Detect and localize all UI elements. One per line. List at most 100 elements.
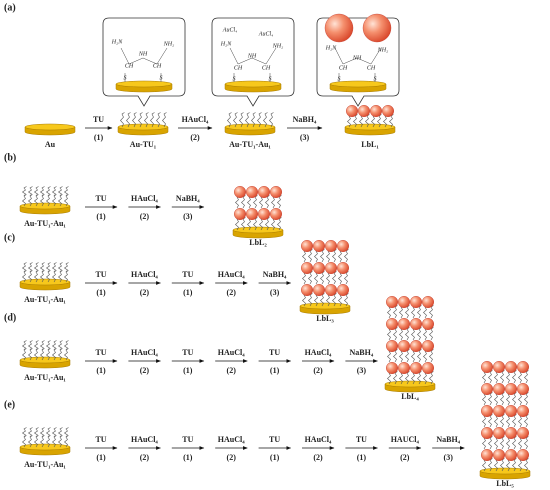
gold-substrate-top: [224, 123, 276, 131]
gold-nanoparticle: [398, 296, 411, 309]
gold-nanoparticle: [245, 207, 258, 220]
gold-nanoparticle: [325, 262, 338, 275]
step-number: (1): [270, 453, 280, 462]
stage-label: Au: [45, 140, 56, 149]
thiourea-chain: [239, 112, 244, 128]
chem-label: NH₂: [163, 41, 174, 47]
chem-label: AuCl₄: [258, 31, 273, 37]
chem-label: NH: [138, 51, 148, 57]
thiourea-chain: [33, 186, 39, 197]
bond: [334, 47, 344, 65]
gold-nanoparticle: [493, 449, 506, 462]
gold-nanoparticle: [382, 104, 395, 117]
thiourea-chain: [227, 112, 232, 128]
stage-label: Au-TU₁-Au₁: [24, 219, 66, 228]
step-number: (2): [227, 366, 237, 375]
reagent-label: TU: [269, 435, 280, 444]
gold-nanoparticle: [422, 362, 435, 375]
step-number: (2): [140, 453, 150, 462]
gold-nanoparticle: [481, 383, 494, 396]
thiourea-chain: [63, 340, 69, 351]
thiourea-chain: [39, 340, 45, 351]
step-number: (1): [270, 366, 280, 375]
gold-nanoparticle: [313, 262, 326, 275]
gold-nanoparticle: [481, 405, 494, 418]
bond: [356, 57, 372, 65]
gold-nanoparticle: [398, 340, 411, 353]
stage-label: Au-TU₁-Au₁: [24, 460, 66, 469]
gold-nanoparticle: [324, 13, 354, 43]
step-number: (1): [96, 453, 106, 462]
chem-label: CH: [339, 65, 348, 71]
bond: [342, 57, 358, 65]
chem-label: S: [233, 76, 236, 82]
gold-nanoparticle: [386, 318, 399, 331]
gold-nanoparticle: [386, 340, 399, 353]
step-number: (2): [190, 133, 200, 142]
thiourea-chain: [263, 112, 268, 128]
thiourea-chain: [63, 427, 69, 438]
gold-nanoparticle: [386, 296, 399, 309]
thiourea-chain: [27, 427, 33, 438]
step-number: (2): [140, 212, 150, 221]
stage-label: LbL₂: [249, 238, 267, 247]
gold-nanoparticle: [337, 262, 350, 275]
thiourea-chain: [57, 262, 63, 273]
reagent-label: TU: [93, 115, 104, 124]
reagent-label: NaBH₄: [293, 115, 317, 124]
panel-label: (e): [4, 399, 15, 410]
reagent-label: HAuCl₄: [218, 270, 245, 279]
step-number: (1): [94, 133, 104, 142]
thiourea-chain: [63, 186, 69, 197]
reagent-label: TU: [182, 348, 193, 357]
bond: [370, 47, 382, 65]
reagent-label: HAuCl₄: [218, 348, 245, 357]
gold-nanoparticle: [313, 239, 326, 252]
thiourea-chain: [21, 427, 27, 438]
bond: [265, 47, 277, 65]
gold-nanoparticle: [505, 405, 518, 418]
gold-nanoparticle: [422, 318, 435, 331]
step-number: (1): [357, 453, 367, 462]
gold-nanoparticle: [325, 239, 338, 252]
chem-label: S: [160, 75, 163, 81]
chem-label: S: [124, 75, 127, 81]
gold-substrate-top: [344, 123, 396, 131]
bond: [128, 57, 144, 65]
thiourea-chain: [63, 262, 69, 273]
thiourea-chain: [150, 112, 155, 128]
thiourea-chain: [51, 262, 57, 273]
gold-substrate-top: [117, 123, 169, 131]
chem-label: NH₂: [377, 47, 388, 53]
reagent-label: TU: [95, 348, 106, 357]
step-number: (2): [400, 453, 410, 462]
thiourea-chain: [27, 186, 33, 197]
reagent-label: HAuCl₄: [305, 435, 332, 444]
reagent-label: HAuCl₄: [131, 270, 158, 279]
chem-label: H₂N: [325, 45, 337, 51]
stage-label: LbL₁: [361, 140, 379, 149]
chem-label: AuCl₄: [222, 27, 237, 33]
reagent-label: TU: [95, 270, 106, 279]
gold-nanoparticle: [270, 207, 283, 220]
gold-nanoparticle: [505, 427, 518, 440]
gold-nanoparticle: [481, 361, 494, 374]
reagent-label: HAuCl₄: [182, 115, 209, 124]
chem-label: CH: [262, 65, 271, 71]
stage-label: LbL₅: [496, 479, 514, 488]
reagent-label: HAuCl₄: [218, 435, 245, 444]
panel-label: (c): [4, 232, 15, 243]
reagent-label: HAuCl₄: [131, 435, 158, 444]
chem-label: H₂N: [220, 41, 232, 47]
step-number: (1): [183, 366, 193, 375]
chem-label: H₂N: [111, 39, 123, 45]
gold-nanoparticle: [398, 362, 411, 375]
gold-nanoparticle: [337, 284, 350, 297]
thiourea-chain: [57, 427, 63, 438]
gold-substrate-top: [232, 226, 284, 234]
inset-bubble: [102, 17, 186, 107]
bond: [251, 57, 267, 65]
thiourea-chain: [132, 112, 137, 128]
thiourea-chain: [120, 112, 125, 128]
